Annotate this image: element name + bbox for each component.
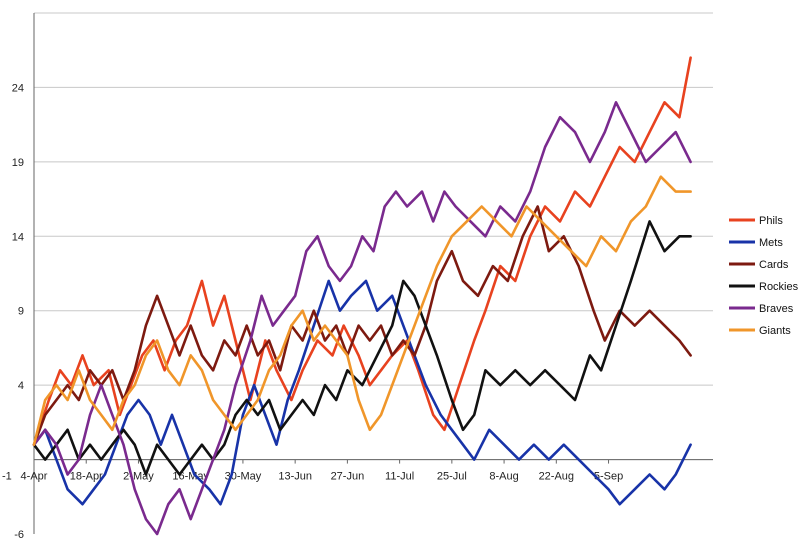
x-tick-label: 11-Jul [385, 471, 414, 483]
legend-label-cards: Cards [759, 259, 789, 271]
y-tick-label: 9 [18, 306, 24, 318]
x-tick-label: 8-Aug [489, 471, 518, 483]
x-tick-label: 18-Apr [70, 471, 103, 483]
x-tick-label: 22-Aug [539, 471, 574, 483]
series-line-rockies [32, 220, 692, 476]
series-line-giants [32, 175, 692, 446]
series-lines [32, 56, 692, 536]
y-axis: -6 4 9 14 19 24 [12, 13, 35, 541]
y-tick-label: 14 [12, 231, 24, 243]
legend-label-giants: Giants [759, 325, 791, 337]
y-tick-label: 4 [18, 380, 24, 392]
series-line-mets [32, 279, 692, 506]
legend-label-mets: Mets [759, 237, 783, 249]
legend-label-phils: Phils [759, 215, 783, 227]
x-tick-label: 4-Apr [21, 471, 48, 483]
legend: Phils Mets Cards Rockies Braves Giants [729, 215, 799, 337]
y-tick-label: 24 [12, 82, 24, 94]
x-tick-label: 2-May [123, 471, 154, 483]
x-axis: -1 4-Apr 18-Apr 2-May 16-May 30-May 13-Jun 27-J… [2, 459, 713, 483]
legend-label-rockies: Rockies [759, 281, 799, 293]
x-tick-label: 5-Sep [594, 471, 623, 483]
x-tick-label: 27-Jun [331, 471, 365, 483]
gridlines [34, 12, 713, 461]
series-line-phils [32, 56, 692, 446]
y-tick-label: -6 [14, 529, 24, 541]
legend-label-braves: Braves [759, 303, 794, 315]
x-tick-label: 13-Jun [278, 471, 312, 483]
y-tick-label: 19 [12, 157, 24, 169]
x-tick-label: 30-May [225, 471, 262, 483]
y-tick-label: -1 [2, 471, 12, 483]
x-tick-label: 25-Jul [437, 471, 467, 483]
series-line-cards [32, 205, 692, 446]
series-line-braves [32, 101, 692, 536]
